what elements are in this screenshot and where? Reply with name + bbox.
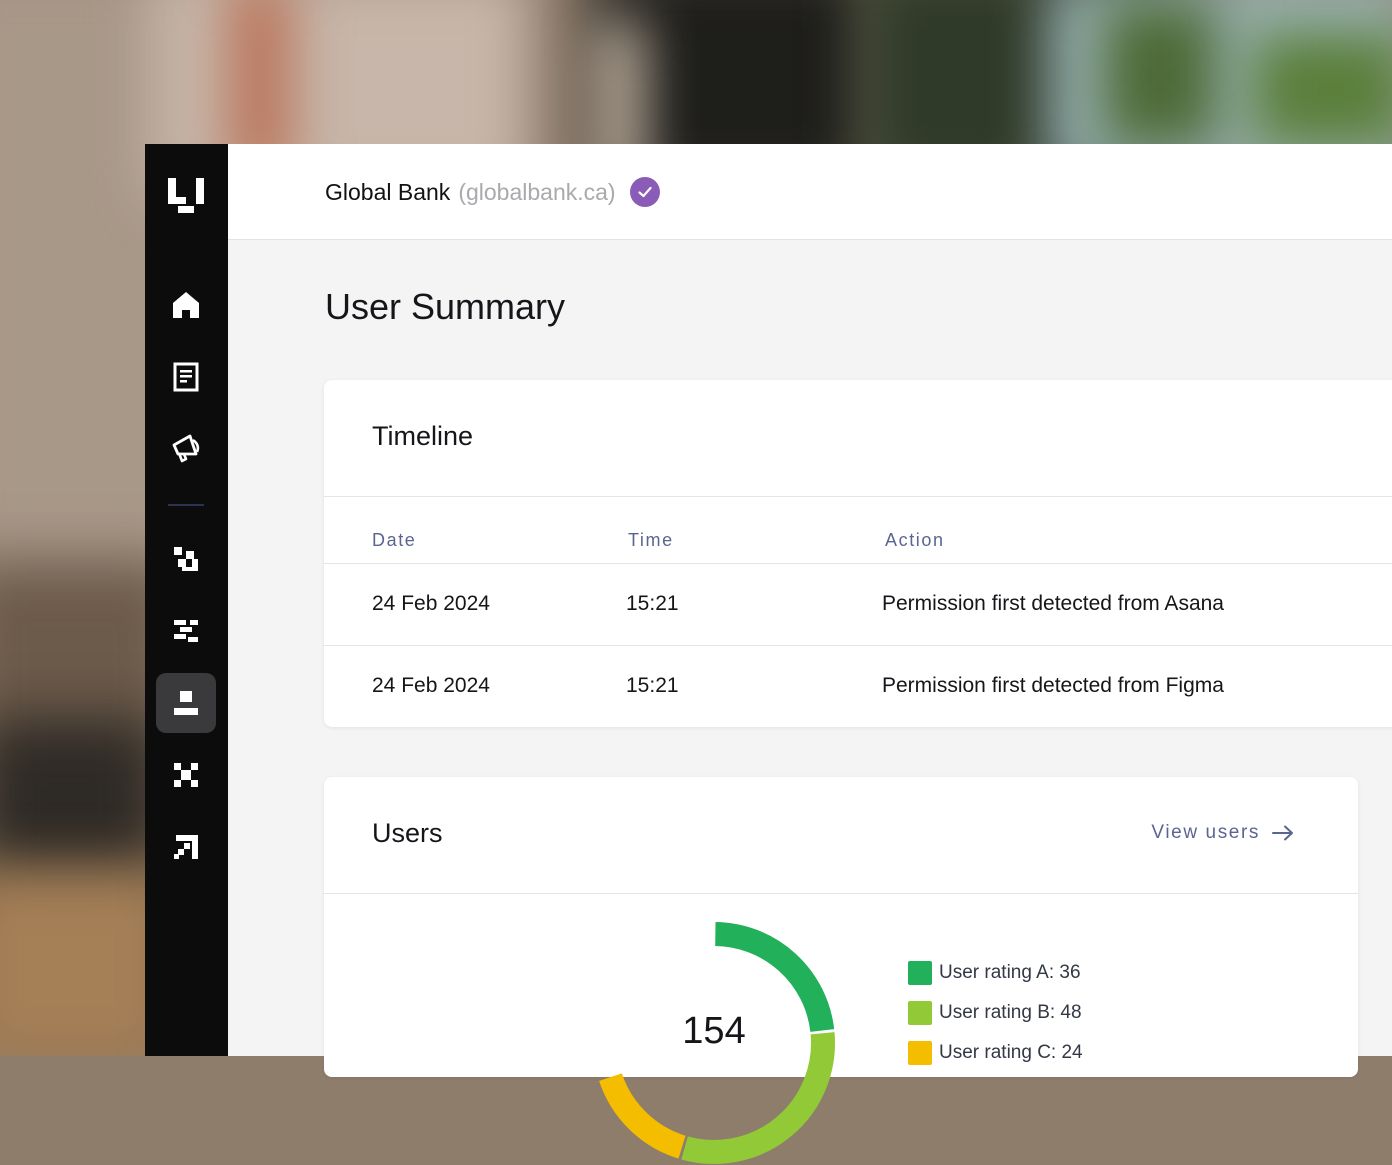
column-header-action[interactable]: Action	[885, 530, 945, 550]
org-name: Global Bank	[325, 178, 451, 205]
document-icon	[173, 362, 199, 392]
legend-swatch	[908, 1001, 932, 1025]
chart-legend: User rating A: 36 User rating B: 48 User r…	[908, 953, 1083, 1073]
view-users-label: View users	[1151, 822, 1260, 843]
pixel-grid-icon	[174, 547, 198, 571]
row-action: Permission first detected from Asana	[882, 592, 1224, 615]
sidebar-item-list[interactable]	[156, 601, 216, 661]
sidebar-item-documents[interactable]	[156, 347, 216, 407]
legend-label: User rating A: 36	[939, 962, 1081, 983]
legend-label: User rating B: 48	[939, 1002, 1082, 1023]
sidebar-item-users[interactable]	[156, 673, 216, 733]
legend-item: User rating B: 48	[908, 993, 1083, 1033]
main-window: Global Bank (globalbank.ca) User Summary…	[228, 144, 1392, 1164]
donut-segment-2[interactable]	[599, 1073, 686, 1159]
org-domain: (globalbank.ca)	[458, 178, 616, 205]
sidebar-item-announcements[interactable]	[156, 418, 216, 478]
row-date: 24 Feb 2024	[372, 674, 490, 697]
column-header-date[interactable]: Date	[372, 530, 417, 550]
megaphone-icon	[172, 434, 200, 463]
divider	[324, 563, 1392, 564]
row-time: 15:21	[626, 592, 679, 615]
sidebar-item-integrations[interactable]	[156, 745, 216, 805]
sidebar-divider	[168, 504, 204, 506]
view-users-link[interactable]: View users	[1151, 822, 1294, 844]
divider	[324, 645, 1392, 646]
sidebar-item-export[interactable]	[156, 817, 216, 877]
logo-icon[interactable]	[156, 166, 216, 226]
legend-swatch	[908, 961, 932, 985]
users-card: Users View users 154 User rating A: 36 Us…	[324, 777, 1358, 1164]
home-icon	[173, 292, 199, 318]
legend-item: User rating C: 24	[908, 1033, 1083, 1073]
pixel-x-icon	[174, 763, 198, 787]
timeline-card: Timeline Date Time Action 24 Feb 2024 15…	[324, 380, 1392, 727]
donut-segment-0[interactable]	[714, 922, 835, 1033]
pixel-arrow-icon	[174, 835, 198, 859]
page-title: User Summary	[325, 286, 566, 327]
org-header: Global Bank (globalbank.ca)	[228, 144, 1392, 240]
users-title: Users	[372, 818, 443, 848]
row-action: Permission first detected from Figma	[882, 674, 1224, 697]
row-time: 15:21	[626, 674, 679, 697]
donut-total: 154	[682, 1010, 746, 1052]
legend-item: User rating A: 36	[908, 953, 1083, 993]
legend-label: User rating C: 24	[939, 1042, 1083, 1063]
org-title: Global Bank (globalbank.ca)	[325, 177, 660, 207]
arrow-right-icon	[1272, 825, 1293, 841]
check-circle-icon	[629, 177, 660, 207]
sidebar-item-home[interactable]	[156, 275, 216, 335]
divider	[324, 496, 1392, 497]
legend-swatch	[908, 1041, 932, 1065]
sidebar	[145, 144, 228, 1056]
row-date: 24 Feb 2024	[372, 592, 490, 615]
column-header-time[interactable]: Time	[628, 530, 674, 550]
timeline-title: Timeline	[372, 421, 474, 451]
pixel-list-icon	[174, 620, 198, 642]
sidebar-item-grid[interactable]	[156, 529, 216, 589]
user-icon	[174, 691, 198, 715]
divider	[324, 893, 1358, 894]
